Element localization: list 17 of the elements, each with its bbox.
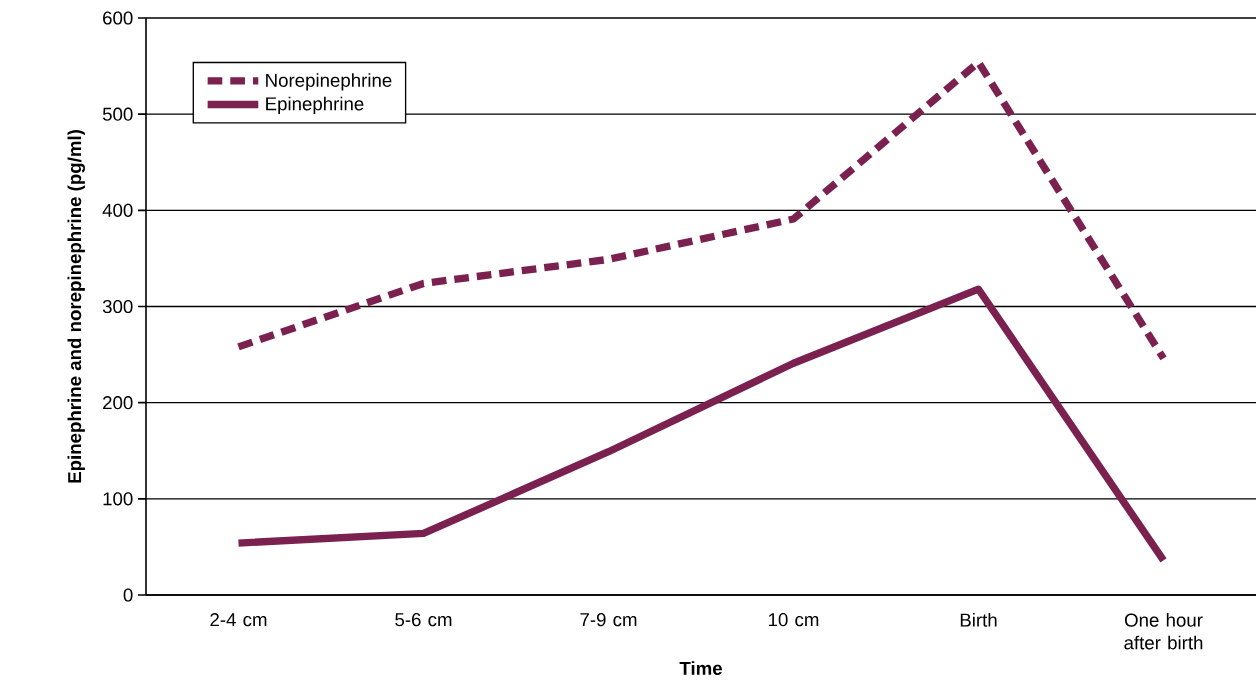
x-axis-title: Time xyxy=(679,661,722,675)
x-tick-label: Birth xyxy=(960,613,997,627)
x-tick-label: 5-6 cm xyxy=(395,613,452,627)
y-tick-label: 200 xyxy=(103,396,133,410)
y-tick-label: 300 xyxy=(102,299,133,314)
x-tick-label: 10 cm xyxy=(768,613,819,627)
y-tick-label: 500 xyxy=(102,107,133,121)
x-tick-label: 2-4 cm xyxy=(210,613,267,627)
y-tick-label: 600 xyxy=(103,11,133,25)
y-tick-label: 0 xyxy=(123,588,133,602)
x-tick-label: 7-9 cm xyxy=(580,613,637,627)
y-tick-label: 400 xyxy=(102,203,133,217)
legend-label: Epinephrine xyxy=(266,96,364,115)
legend-label: Norepinephrine xyxy=(266,73,392,91)
y-axis-title: Epinephrine and norepinephrine (pg/ml) xyxy=(67,130,85,483)
x-tick-label: One hour after birth xyxy=(1124,613,1203,650)
y-tick-label: 100 xyxy=(103,492,133,506)
